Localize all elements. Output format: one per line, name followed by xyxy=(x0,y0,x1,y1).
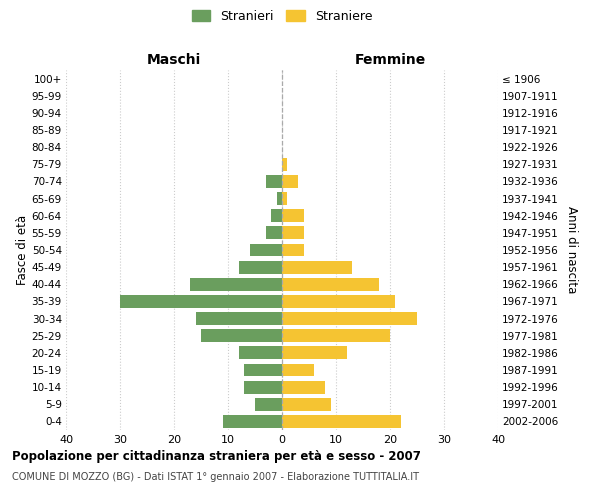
Bar xyxy=(190,278,282,290)
Bar xyxy=(223,415,282,428)
Bar xyxy=(282,346,347,360)
Y-axis label: Anni di nascita: Anni di nascita xyxy=(565,206,578,294)
Bar xyxy=(244,364,282,376)
Bar xyxy=(266,175,282,188)
Bar xyxy=(196,312,282,325)
Y-axis label: Fasce di età: Fasce di età xyxy=(16,215,29,285)
Bar xyxy=(282,364,314,376)
Legend: Stranieri, Straniere: Stranieri, Straniere xyxy=(187,4,377,28)
Bar xyxy=(282,330,390,342)
Bar xyxy=(282,158,287,170)
Bar xyxy=(239,260,282,274)
Bar xyxy=(239,346,282,360)
Text: Popolazione per cittadinanza straniera per età e sesso - 2007: Popolazione per cittadinanza straniera p… xyxy=(12,450,421,463)
Bar xyxy=(266,226,282,239)
Bar xyxy=(271,210,282,222)
Bar xyxy=(282,312,417,325)
Bar xyxy=(282,192,287,205)
Bar xyxy=(282,210,304,222)
Bar xyxy=(282,398,331,410)
Bar xyxy=(201,330,282,342)
Bar xyxy=(282,175,298,188)
Bar xyxy=(282,244,304,256)
Bar xyxy=(250,244,282,256)
Text: Femmine: Femmine xyxy=(355,52,425,66)
Bar xyxy=(255,398,282,410)
Bar xyxy=(277,192,282,205)
Bar xyxy=(282,295,395,308)
Bar xyxy=(282,226,304,239)
Bar xyxy=(282,415,401,428)
Bar xyxy=(120,295,282,308)
Text: COMUNE DI MOZZO (BG) - Dati ISTAT 1° gennaio 2007 - Elaborazione TUTTITALIA.IT: COMUNE DI MOZZO (BG) - Dati ISTAT 1° gen… xyxy=(12,472,419,482)
Bar xyxy=(282,380,325,394)
Bar xyxy=(244,380,282,394)
Bar xyxy=(282,260,352,274)
Text: Maschi: Maschi xyxy=(147,52,201,66)
Bar xyxy=(282,278,379,290)
